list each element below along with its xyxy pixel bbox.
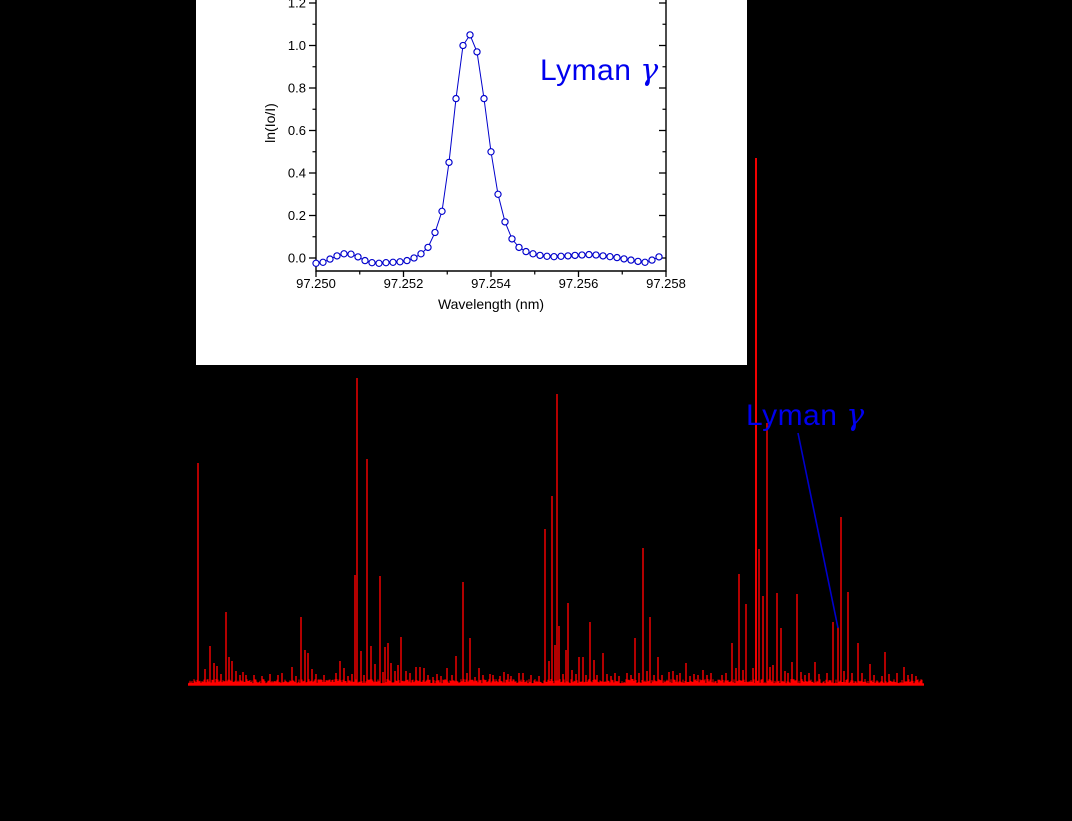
curve-marker [333,252,341,260]
curve-marker [410,254,418,262]
inset-axes-group: 97.250 97.252 97.254 97.256 97.258 0.0 0.2 0.4 0… [288,0,686,291]
curve-marker [508,235,516,243]
curve-marker [641,258,649,266]
spectral-lines-group [188,158,924,686]
curve-marker [340,250,348,258]
lyman-text: Lyman [540,54,640,87]
curve-marker [403,256,411,265]
curve-marker [578,251,586,259]
x-tick-label: 97.254 [471,276,511,291]
curve-marker [550,253,558,261]
curve-marker [543,252,551,260]
curve-marker [557,252,565,260]
curve-marker [319,258,327,266]
x-axis-label: Wavelength (nm) [438,296,544,312]
x-tick-label: 97.252 [384,276,424,291]
y-tick-label: 0.6 [288,123,306,138]
lyman-gamma-label-main: Lyman γ [746,398,865,433]
curve-marker [312,259,320,267]
lyman-gamma-pointer-line [797,432,839,629]
curve-marker [655,253,663,261]
absorption-line-plot: 97.250 97.252 97.254 97.256 97.258 0.0 0.2 0.4 0… [262,0,686,312]
curve-marker [536,251,544,260]
curve-marker [571,251,579,260]
curve-marker [424,243,432,252]
curve-marker [564,252,572,260]
curve-marker [389,258,397,266]
curve-marker [445,158,453,167]
y-tick-label: 0.8 [288,81,306,96]
spectrum-baseline [188,683,924,686]
curve-marker [634,257,642,266]
curve-marker [354,253,362,261]
curve-marker [382,259,390,267]
curve-marker [592,251,600,259]
gamma-symbol: γ [640,53,658,88]
y-tick-label: 1.2 [288,0,306,11]
curve-marker [599,252,607,260]
y-axis-label: ln(Io/I) [262,103,278,143]
curve-marker [361,256,369,265]
curve-marker [620,255,628,263]
lyman-gamma-label-inset: Lyman γ [540,53,659,88]
curve-marker [438,207,446,215]
curve-marker [515,243,523,252]
curve-marker [326,255,334,263]
y-tick-label: 0.0 [288,251,306,266]
inset-absorption-panel: 97.250 97.252 97.254 97.256 97.258 0.0 0.2 0.4 0… [196,0,747,365]
y-tick-label: 1.0 [288,38,306,53]
lyman-text: Lyman [746,399,846,432]
curve-marker [501,218,509,226]
curve-marker [627,256,635,264]
curve-marker [606,253,614,261]
curve-marker [368,259,376,267]
curve-marker [431,228,439,237]
curve-marker [529,250,537,258]
curve-marker [487,148,495,156]
curve-marker [375,259,383,267]
y-tick-label: 0.4 [288,166,306,181]
curve-marker [494,190,502,198]
curve-marker [480,94,488,103]
curve-marker [585,250,593,259]
curve-marker [452,94,460,103]
gamma-symbol: γ [846,398,864,433]
curve-marker [648,256,656,264]
inset-curve-group [312,31,663,267]
curve-marker [459,41,467,50]
curve-marker [522,247,530,256]
curve-marker [417,250,425,258]
curve-marker [466,31,474,39]
x-tick-label: 97.258 [646,276,686,291]
curve-marker [396,258,404,266]
curve-marker [613,253,621,262]
axes-frame [315,0,667,272]
curve-marker [473,48,481,56]
x-tick-label: 97.250 [296,276,336,291]
y-tick-label: 0.2 [288,208,306,223]
x-tick-label: 97.256 [559,276,599,291]
curve-marker [347,250,355,258]
